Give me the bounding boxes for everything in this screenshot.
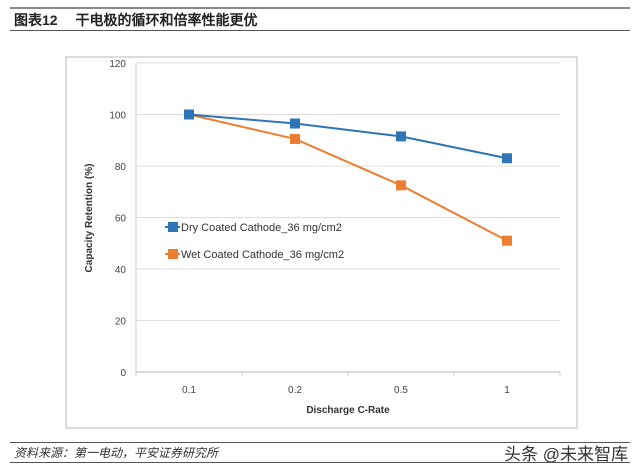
title-rule: [10, 30, 630, 31]
data-point: [396, 180, 406, 191]
series-line-0: [188, 113, 508, 160]
x-tick-label: 1: [504, 385, 510, 396]
figure-title: 图表12 干电极的循环和倍率性能更优: [14, 10, 271, 30]
legend-marker: [168, 249, 178, 259]
chart-frame: [65, 56, 578, 429]
legend-marker: [168, 222, 178, 232]
y-tick-label: 80: [115, 162, 127, 173]
source-note: 资料来源：第一电动，平安证券研究所: [14, 446, 219, 460]
y-tick-label: 100: [109, 111, 126, 122]
y-tick-label: 40: [115, 265, 127, 276]
data-point: [290, 118, 300, 129]
y-tick-label: 20: [115, 317, 127, 328]
figure-label: 图表12: [14, 12, 58, 28]
source-rule: [10, 442, 630, 443]
bottom-rule: [10, 462, 630, 463]
series-line-1: [188, 113, 508, 242]
y-tick-label: 0: [120, 368, 126, 379]
y-axis-label: Capacity Retention (%): [84, 164, 95, 273]
x-tick-label: 0.2: [288, 385, 302, 396]
x-axis-label: Discharge C-Rate: [306, 405, 390, 416]
x-tick-label: 0.5: [394, 385, 408, 396]
legend-label: Dry Coated Cathode_36 mg/cm2: [181, 222, 342, 234]
data-point: [502, 153, 512, 164]
data-point: [290, 133, 300, 144]
data-point: [502, 235, 512, 246]
figure-title-text: 干电极的循环和倍率性能更优: [75, 12, 258, 28]
x-tick-label: 0.1: [182, 385, 196, 396]
legend-label: Wet Coated Cathode_36 mg/cm2: [181, 249, 344, 261]
data-point: [184, 109, 194, 120]
y-tick-label: 60: [115, 214, 127, 225]
y-tick-label: 120: [109, 59, 126, 70]
top-rule: [10, 7, 630, 9]
data-point: [396, 131, 406, 142]
watermark: 头条 @未来智库: [504, 445, 628, 464]
